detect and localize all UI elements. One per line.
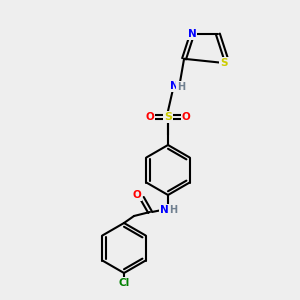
Text: O: O <box>182 112 190 122</box>
Text: O: O <box>133 190 141 200</box>
Text: Cl: Cl <box>118 278 130 288</box>
Text: S: S <box>220 58 228 68</box>
Text: H: H <box>169 205 177 215</box>
Text: H: H <box>177 82 185 92</box>
Text: S: S <box>164 112 172 122</box>
Text: N: N <box>170 81 178 91</box>
Text: N: N <box>188 29 197 39</box>
Text: O: O <box>146 112 154 122</box>
Text: N: N <box>160 205 168 215</box>
